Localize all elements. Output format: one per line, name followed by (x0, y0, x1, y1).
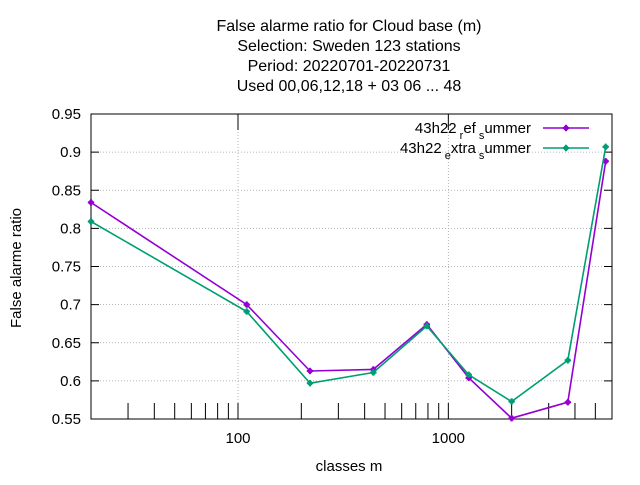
y-tick-label: 0.75 (52, 259, 81, 276)
title-line-1: False alarme ratio for Cloud base (m) (217, 18, 482, 35)
y-tick-label: 0.7 (60, 297, 81, 314)
title-line-4: Used 00,06,12,18 + 03 06 ... 48 (237, 78, 462, 95)
data-point-s1 (243, 301, 250, 308)
y-tick-label: 0.6 (60, 373, 81, 390)
data-point-s1 (564, 399, 572, 406)
title-line-3: Period: 20220701-20220731 (248, 58, 451, 75)
chart-title: False alarme ratio for Cloud base (m) Se… (217, 18, 482, 95)
legend-label-1: 43h22 ref summer (415, 120, 531, 142)
y-tick-label: 0.65 (52, 335, 81, 352)
y-tick-label: 0.95 (52, 106, 81, 123)
data-point-s2 (423, 322, 431, 330)
data-point-s1 (602, 158, 609, 165)
data-point-s2 (243, 308, 250, 315)
data-point-s2 (508, 398, 515, 405)
legend-label-2: 43h22 extra summer (400, 140, 531, 162)
series-line-2 (90, 146, 607, 403)
y-axis-label: False alarme ratio (8, 208, 25, 328)
data-point-s1 (87, 199, 95, 206)
x-tick-label: 1000 (432, 430, 465, 447)
data-point-s2 (562, 144, 570, 152)
x-axis-label: classes m (316, 458, 383, 475)
plot-border (90, 113, 613, 420)
y-tick-label: 0.8 (60, 220, 81, 237)
series (87, 143, 609, 422)
y-tick-label: 0.9 (60, 144, 81, 161)
x-tick-label: 100 (225, 430, 250, 447)
data-point-s2 (87, 218, 95, 225)
data-point-s1 (306, 367, 314, 375)
data-point-s1 (562, 124, 570, 132)
data-point-s2 (465, 371, 472, 378)
axes: 0.55 0.6 0.65 0.7 0.75 0.8 0.85 0.9 0.95 100 1000 (52, 106, 613, 447)
data-point-s2 (306, 379, 314, 387)
data-point-s2 (370, 369, 377, 376)
data-point-s2 (564, 357, 572, 364)
y-tick-label: 0.85 (52, 182, 81, 199)
y-tick-label: 0.55 (52, 411, 81, 428)
data-point-s1 (508, 415, 515, 422)
series-line-1 (90, 161, 607, 420)
title-line-2: Selection: Sweden 123 stations (237, 38, 460, 55)
data-point-s2 (602, 143, 609, 150)
